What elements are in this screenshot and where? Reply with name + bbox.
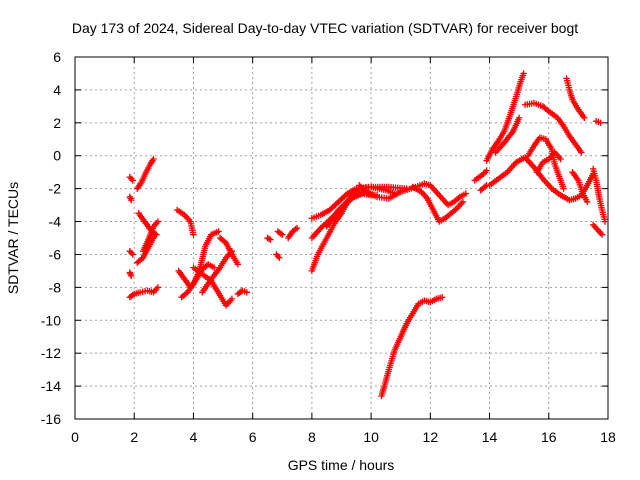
data-point xyxy=(228,295,236,303)
data-point xyxy=(544,106,551,114)
data-point xyxy=(462,190,470,197)
data-point xyxy=(265,235,273,243)
data-point xyxy=(455,194,462,202)
x-tick-label: 12 xyxy=(423,429,439,445)
y-tick-label: -4 xyxy=(49,214,62,230)
data-point xyxy=(438,294,446,301)
data-point xyxy=(154,284,162,291)
data-point xyxy=(292,226,299,233)
data-point xyxy=(210,264,218,271)
data-point xyxy=(335,206,342,214)
data-points xyxy=(126,70,609,400)
data-point xyxy=(276,254,283,261)
data-point xyxy=(483,167,490,174)
data-point xyxy=(598,231,606,238)
data-point xyxy=(154,218,162,225)
data-point xyxy=(403,185,410,192)
y-tick-label: 4 xyxy=(53,82,61,98)
y-tick-label: -2 xyxy=(49,181,62,197)
x-tick-label: 4 xyxy=(190,429,198,445)
x-tick-label: 14 xyxy=(482,429,498,445)
x-tick-labels: 0 2 4 6 8 10 12 14 16 18 xyxy=(71,429,616,445)
y-tick-label: -16 xyxy=(41,411,61,427)
data-point xyxy=(597,119,604,127)
data-point xyxy=(243,289,250,296)
data-point xyxy=(342,199,350,207)
data-point xyxy=(452,206,459,213)
data-point xyxy=(215,228,222,235)
y-tick-label: -12 xyxy=(41,345,61,361)
data-point xyxy=(557,155,564,163)
data-point xyxy=(128,196,135,204)
data-point xyxy=(363,189,370,196)
x-tick-label: 18 xyxy=(600,429,616,445)
y-tick-label: 2 xyxy=(53,115,61,131)
data-point xyxy=(459,198,467,205)
data-point xyxy=(293,224,301,232)
grid xyxy=(75,57,608,419)
data-point xyxy=(151,230,159,237)
axis-ticks xyxy=(74,56,609,420)
plot-frame xyxy=(74,56,609,420)
data-point xyxy=(341,201,348,208)
data-point xyxy=(344,198,351,205)
y-axis-label: SDTVAR / TECUs xyxy=(5,182,21,294)
data-point xyxy=(153,231,160,238)
data-point xyxy=(560,185,567,192)
x-tick-label: 2 xyxy=(130,429,138,445)
x-tick-label: 0 xyxy=(71,429,79,445)
data-point xyxy=(277,230,284,237)
data-point xyxy=(345,196,353,204)
data-point xyxy=(338,203,345,211)
data-point xyxy=(339,202,347,209)
x-tick-label: 10 xyxy=(363,429,379,445)
x-tick-label: 6 xyxy=(249,429,257,445)
data-point xyxy=(129,177,136,184)
data-point xyxy=(128,272,135,280)
data-point xyxy=(279,231,286,238)
data-point xyxy=(601,218,609,225)
data-point xyxy=(515,114,523,122)
data-point xyxy=(234,261,242,268)
data-point xyxy=(267,236,274,243)
chart-title: Day 173 of 2024, Sidereal Day-to-day VTE… xyxy=(72,20,578,36)
data-point xyxy=(581,114,588,122)
data-point xyxy=(150,155,157,163)
y-tick-label: 0 xyxy=(53,148,61,164)
data-point xyxy=(190,231,197,238)
data-point xyxy=(578,149,585,156)
y-tick-label: -8 xyxy=(49,279,62,295)
data-point xyxy=(336,205,344,212)
x-tick-label: 8 xyxy=(308,429,316,445)
y-tick-label: 6 xyxy=(53,49,61,65)
data-point xyxy=(129,291,136,299)
y-tick-label: -14 xyxy=(41,378,61,394)
data-point xyxy=(520,70,527,77)
data-point xyxy=(342,191,350,199)
y-tick-label: -10 xyxy=(41,312,61,328)
y-tick-label: -6 xyxy=(49,246,62,262)
data-point xyxy=(129,251,136,258)
x-axis-label: GPS time / hours xyxy=(288,457,395,473)
x-tick-label: 16 xyxy=(541,429,557,445)
y-tick-labels: -16 -14 -12 -10 -8 -6 -4 -2 0 2 4 6 xyxy=(41,49,61,427)
data-point xyxy=(481,183,489,190)
data-point xyxy=(584,198,591,205)
data-point xyxy=(373,192,381,199)
